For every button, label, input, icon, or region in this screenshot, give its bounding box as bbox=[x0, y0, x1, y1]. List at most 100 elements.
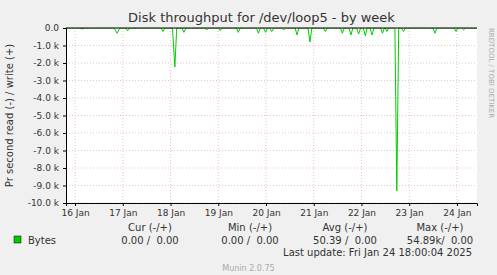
x-tick-mark bbox=[361, 203, 362, 206]
x-axis-line bbox=[67, 204, 478, 207]
y-tick-mark bbox=[63, 63, 66, 64]
x-tick-label: 16 Jan bbox=[61, 208, 89, 218]
y-tick-label: -10.0 k bbox=[28, 198, 60, 208]
x-tick-mark bbox=[123, 203, 124, 206]
x-tick-mark bbox=[75, 203, 76, 206]
x-tick: 23 Jan bbox=[396, 203, 424, 218]
legend-value: 0.00 / 0.00 bbox=[221, 235, 278, 246]
y-tick-mark bbox=[63, 81, 66, 82]
y-tick-mark bbox=[63, 133, 66, 134]
grid-line-x bbox=[75, 28, 76, 203]
x-tick-label: 20 Jan bbox=[252, 208, 280, 218]
legend-label: Bytes bbox=[28, 235, 56, 246]
legend-header: Avg (-/+) bbox=[323, 222, 368, 233]
background bbox=[0, 0, 497, 275]
grid-line-y bbox=[66, 98, 477, 99]
chart: 0.0 -1.0 k -2.0 k -3.0 k -4.0 k -5.0 k -6.0 k -… bbox=[0, 0, 497, 275]
legend-value: 0.00 / 0.00 bbox=[121, 235, 178, 246]
y-tick-mark bbox=[63, 28, 66, 29]
x-tick: 21 Jan bbox=[300, 203, 328, 218]
grid-line-x bbox=[313, 28, 314, 203]
grid-line-y bbox=[66, 115, 477, 116]
y-tick: -7.0 k bbox=[33, 146, 66, 156]
x-tick-label: 19 Jan bbox=[205, 208, 233, 218]
x-tick: 24 Jan bbox=[443, 203, 471, 218]
y-tick-label: -9.0 k bbox=[33, 181, 59, 191]
grid-line-y bbox=[66, 133, 477, 134]
y-tick-mark bbox=[63, 186, 66, 187]
x-tick-label: 21 Jan bbox=[300, 208, 328, 218]
y-tick-label: 0.0 bbox=[45, 23, 60, 33]
plot-area bbox=[66, 28, 477, 203]
y-tick-label: -1.0 k bbox=[33, 41, 59, 51]
y-tick: 0.0 bbox=[45, 23, 66, 33]
x-tick: 18 Jan bbox=[157, 203, 185, 218]
y-tick-label: -6.0 k bbox=[33, 128, 59, 138]
y-tick: -10.0 k bbox=[28, 198, 66, 208]
grid-line-x bbox=[409, 28, 410, 203]
grid-line-x bbox=[170, 28, 171, 203]
grid-line-y bbox=[66, 168, 477, 169]
legend-value: 54.89k/ 0.00 bbox=[407, 235, 473, 246]
y-tick-mark bbox=[63, 98, 66, 99]
grid-line-x bbox=[218, 28, 219, 203]
y-tick-mark bbox=[63, 151, 66, 152]
x-tick-label: 24 Jan bbox=[443, 208, 471, 218]
series-line bbox=[66, 28, 477, 191]
y-tick: -2.0 k bbox=[33, 58, 66, 68]
legend-swatch bbox=[14, 236, 21, 243]
legend: Cur (-/+) Min (-/+) Avg (-/+) Max (-/+) Byte… bbox=[14, 222, 473, 246]
grid-line-y bbox=[66, 45, 477, 46]
y-label: Pr second read (-) / write (+) bbox=[4, 44, 15, 187]
last-update: Last update: Fri Jan 24 18:00:04 2025 bbox=[283, 247, 472, 258]
footer: Munin 2.0.75 bbox=[222, 264, 274, 273]
x-tick: 20 Jan bbox=[252, 203, 280, 218]
y-axis: 0.0 -1.0 k -2.0 k -3.0 k -4.0 k -5.0 k -6.0 k -… bbox=[28, 23, 67, 208]
y-tick-label: -8.0 k bbox=[33, 163, 59, 173]
y-tick-mark bbox=[63, 116, 66, 117]
x-tick: 17 Jan bbox=[109, 203, 137, 218]
x-tick: 16 Jan bbox=[61, 203, 89, 218]
grid-line-y bbox=[66, 28, 477, 29]
legend-header: Max (-/+) bbox=[416, 222, 463, 233]
y-tick-label: -3.0 k bbox=[33, 76, 59, 86]
x-tick-mark bbox=[266, 203, 267, 206]
y-tick: -8.0 k bbox=[33, 163, 66, 173]
y-tick: -4.0 k bbox=[33, 93, 66, 103]
plot-top bbox=[66, 28, 477, 29]
y-tick: -3.0 k bbox=[33, 76, 66, 86]
y-tick-mark bbox=[63, 203, 66, 204]
x-tick-label: 18 Jan bbox=[157, 208, 185, 218]
title: Disk throughput for /dev/loop5 - by week bbox=[128, 10, 395, 25]
legend-value: 50.39 / 0.00 bbox=[313, 235, 377, 246]
y-tick-mark bbox=[63, 46, 66, 47]
grid-line-y bbox=[66, 185, 477, 186]
legend-header: Min (-/+) bbox=[228, 222, 272, 233]
y-tick-label: -4.0 k bbox=[33, 93, 59, 103]
side-label: RRDTOOL / TOBI OETIKER bbox=[487, 28, 495, 118]
grid-line-x bbox=[122, 28, 123, 203]
y-tick: -1.0 k bbox=[33, 41, 66, 51]
grid-line-x bbox=[266, 28, 267, 203]
x-tick-mark bbox=[218, 203, 219, 206]
y-tick: -5.0 k bbox=[33, 111, 66, 121]
x-tick-mark bbox=[314, 203, 315, 206]
y-tick-label: -7.0 k bbox=[33, 146, 59, 156]
y-tick-mark bbox=[63, 168, 66, 169]
grid-line-y bbox=[66, 150, 477, 151]
y-tick: -6.0 k bbox=[33, 128, 66, 138]
grid-line-x bbox=[456, 28, 457, 203]
x-axis: 16 Jan 17 Jan 18 Jan 19 Jan 20 Jan 21 Jan 22 J… bbox=[61, 203, 477, 218]
grid-line-y bbox=[66, 80, 477, 81]
x-tick-label: 17 Jan bbox=[109, 208, 137, 218]
marks bbox=[66, 28, 477, 191]
x-tick-label: 22 Jan bbox=[348, 208, 376, 218]
y-tick-label: -5.0 k bbox=[33, 111, 59, 121]
y-axis-line bbox=[63, 29, 67, 204]
x-tick: 19 Jan bbox=[205, 203, 233, 218]
y-tick: -9.0 k bbox=[33, 181, 66, 191]
x-tick-mark bbox=[171, 203, 172, 206]
grid-line-y bbox=[66, 63, 477, 64]
x-tick-label: 23 Jan bbox=[396, 208, 424, 218]
legend-header: Cur (-/+) bbox=[128, 222, 172, 233]
